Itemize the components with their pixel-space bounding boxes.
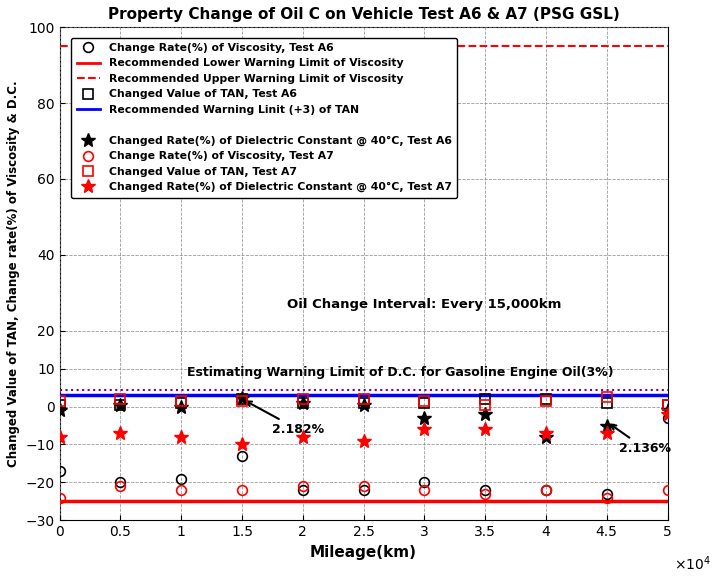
Legend: Change Rate(%) of Viscosity, Test A6, Recommended Lower Warning Limit of Viscosi: Change Rate(%) of Viscosity, Test A6, Re… (71, 38, 457, 198)
Y-axis label: Changed Value of TAN, Change rate(%) of Viscosity & D.C.: Changed Value of TAN, Change rate(%) of … (7, 81, 20, 467)
Text: $\times10^4$: $\times10^4$ (673, 555, 711, 574)
Title: Property Change of Oil C on Vehicle Test A6 & A7 (PSG GSL): Property Change of Oil C on Vehicle Test… (108, 7, 619, 22)
Text: Estimating Warning Limit of D.C. for Gasoline Engine Oil(3%): Estimating Warning Limit of D.C. for Gas… (186, 366, 613, 379)
X-axis label: Mileage(km): Mileage(km) (310, 545, 417, 560)
Text: Oil Change Interval: Every 15,000km: Oil Change Interval: Every 15,000km (288, 298, 561, 310)
Text: 2.182%: 2.182% (247, 402, 325, 436)
Text: 2.136%: 2.136% (611, 425, 671, 455)
